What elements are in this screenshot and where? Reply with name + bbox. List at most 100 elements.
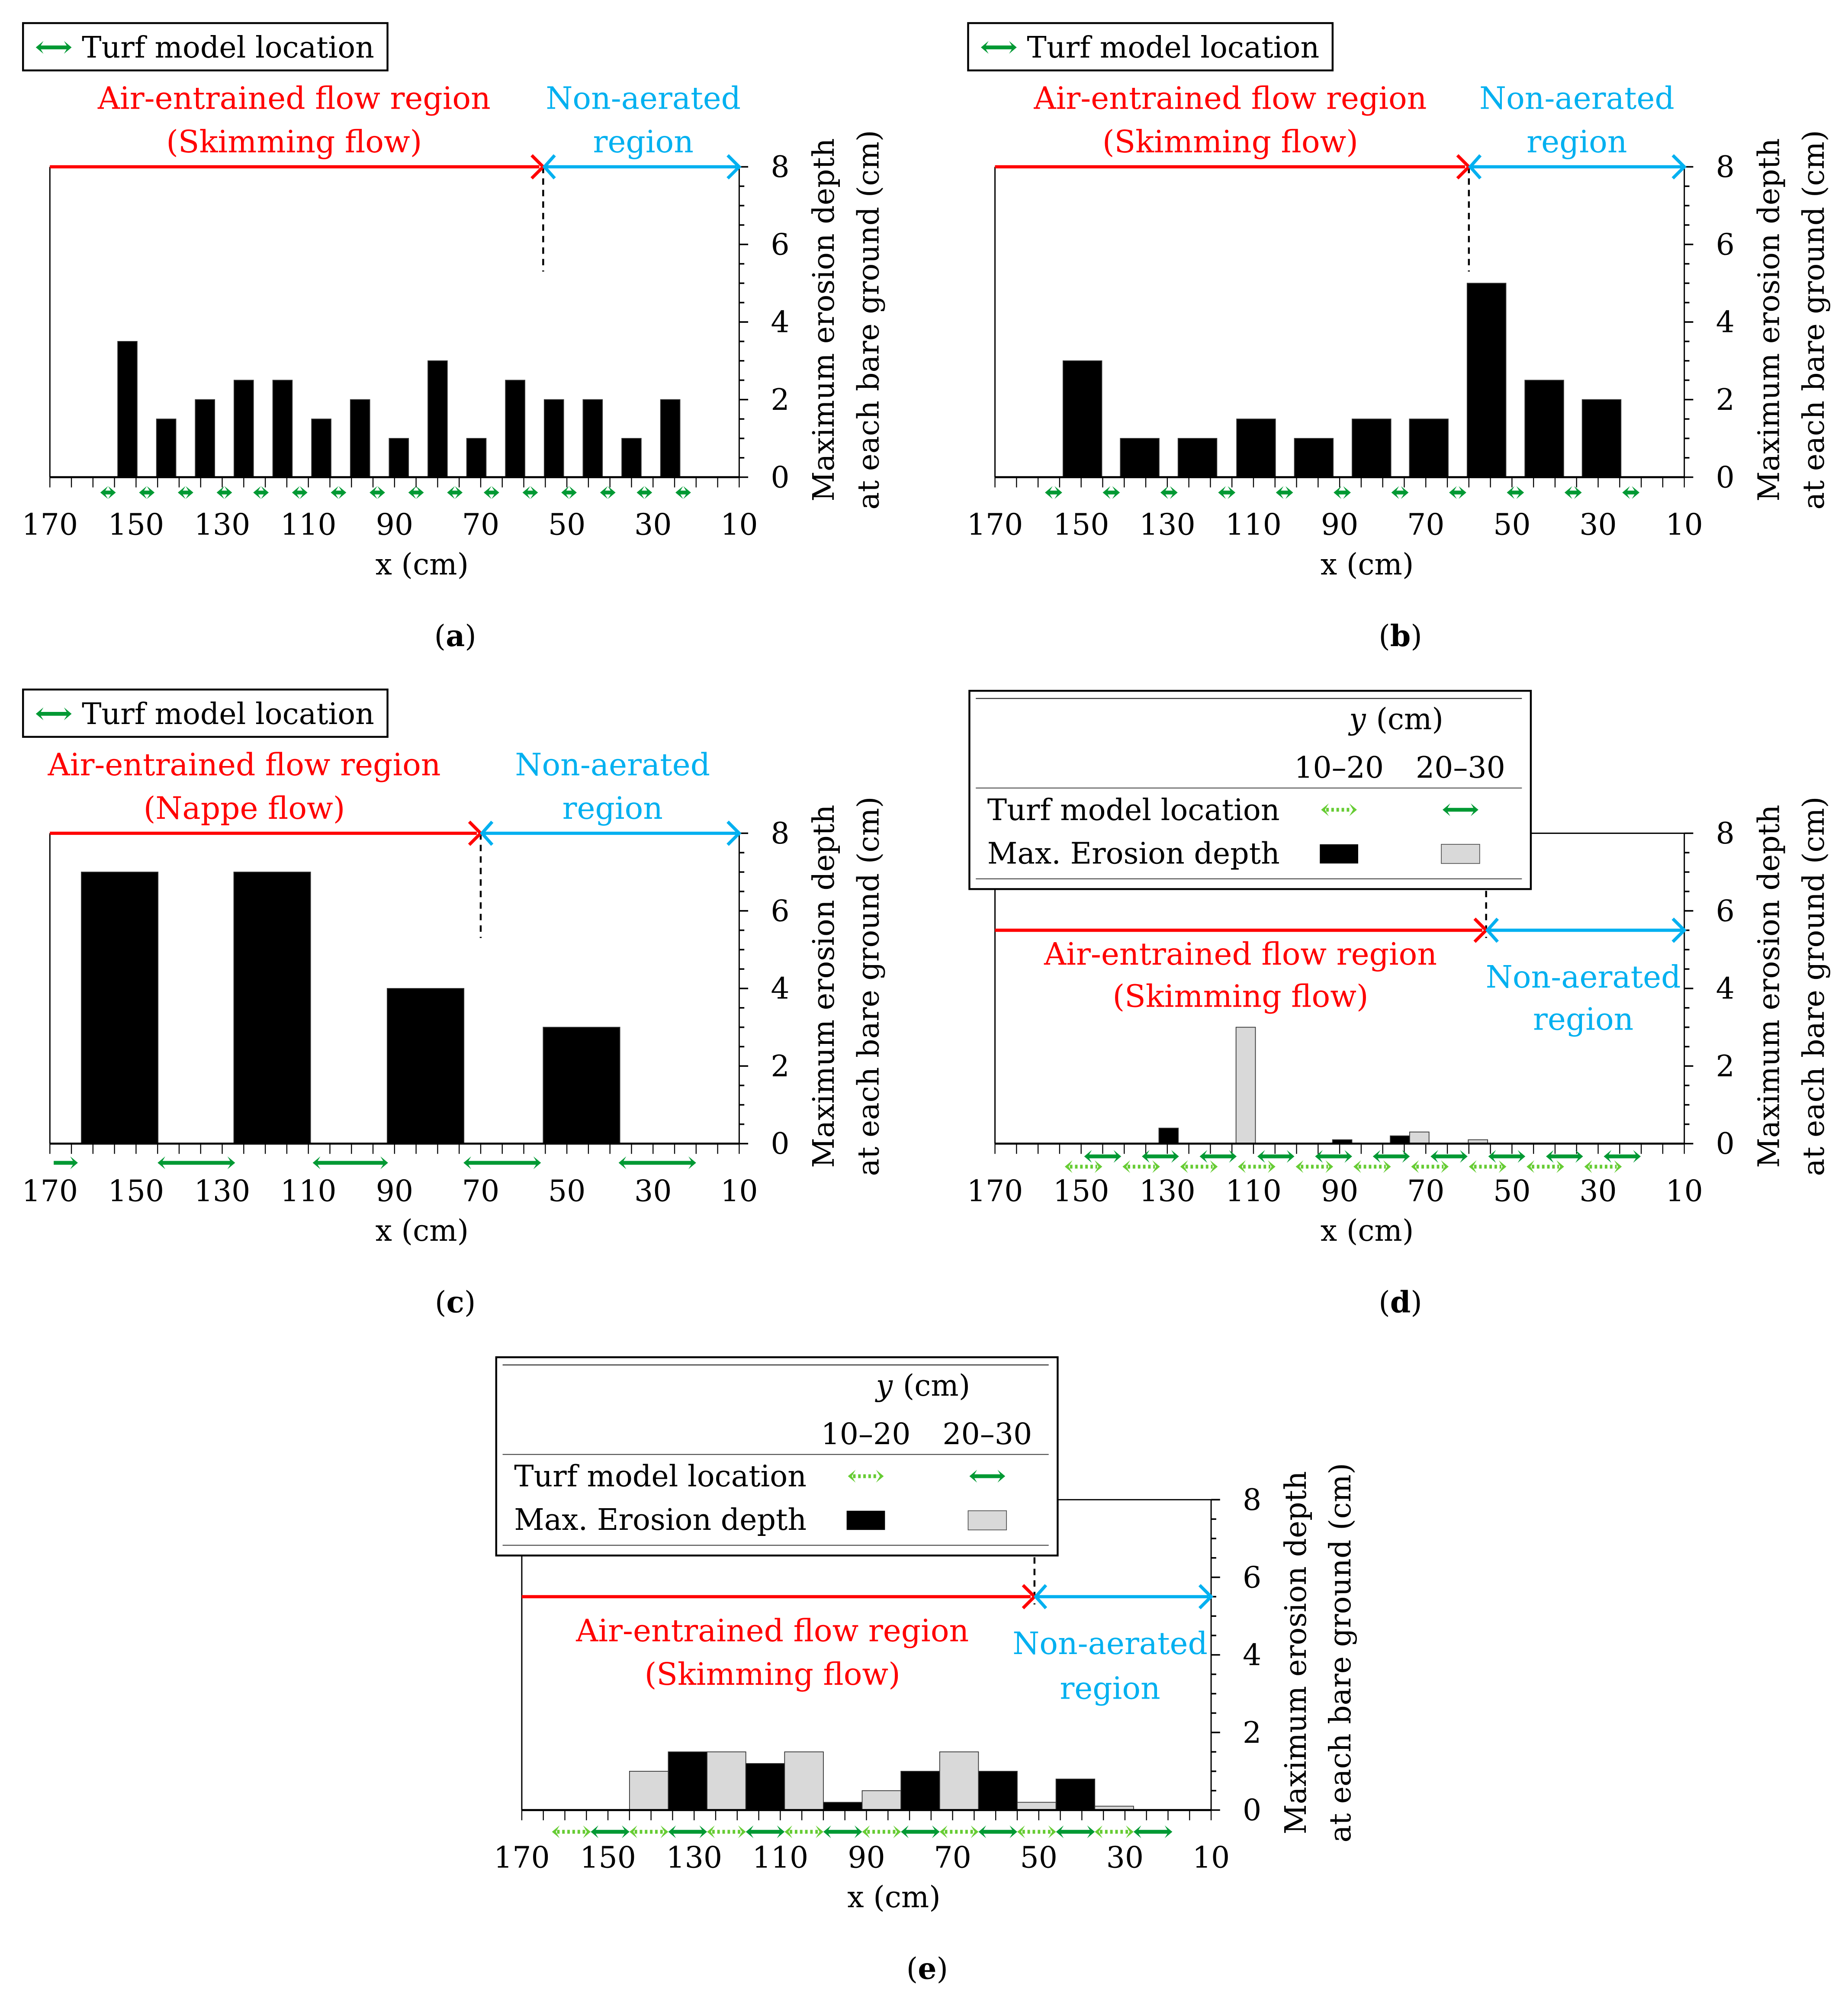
bar-black [387, 988, 465, 1144]
y-tick-label: 6 [1716, 228, 1735, 262]
turf-arrow-right-head [1383, 1160, 1391, 1173]
turf-location-arrow-dotted [1017, 1825, 1056, 1838]
non-aerated-arrow-left-head [479, 821, 494, 846]
turf-arrow-left-head [1064, 1160, 1073, 1173]
x-tick-label: 70 [462, 1175, 499, 1209]
turf-location-arrow-solid [978, 1825, 1017, 1838]
y-tick-label: 8 [1716, 817, 1735, 851]
air-region-label: Air-entrained flow region [1044, 936, 1437, 972]
turf-location-arrow-solid [1276, 486, 1293, 499]
caption-close-paren: ) [937, 1952, 948, 1986]
x-tick-label: 50 [1493, 508, 1531, 542]
y-tick-label: 0 [771, 1127, 789, 1161]
turf-arrow-left-head [1102, 486, 1111, 499]
non-aerated-arrow-right-head [1671, 154, 1687, 180]
non-aerated-label: region [1060, 1670, 1160, 1706]
caption-open-paren: ( [906, 1952, 918, 1986]
turf-legend-solid-arrow-icon [1443, 803, 1478, 816]
turf-arrow-left-head [746, 1825, 754, 1838]
turf-location-arrow-solid [1257, 1150, 1295, 1163]
legend: (cm) y 10–20 20–30 Turf model location Max. E… [495, 1356, 1059, 1557]
air-region-label: Air-entrained flow region [48, 747, 441, 782]
turf-location-arrow-solid [1334, 486, 1351, 499]
y-axis-label-line: at each bare ground (cm) [1324, 1463, 1358, 1842]
turf-arrow-left-head [463, 1156, 471, 1169]
turf-arrow-right-head [1094, 1160, 1102, 1173]
turf-location-arrow-solid [1622, 486, 1640, 499]
y-axis-label-line: Maximum erosion depth [1752, 138, 1786, 501]
turf-arrow-left-head [784, 1825, 793, 1838]
turf-arrow-right-head [738, 1825, 746, 1838]
turf-arrow-left-head [1045, 486, 1053, 499]
bar-black [505, 380, 525, 478]
turf-arrow-left-head [1238, 1160, 1246, 1173]
y-axis-label-line: Maximum erosion depth [1279, 1471, 1313, 1834]
x-tick-label: 90 [1321, 1175, 1359, 1209]
turf-location-arrow-solid [1604, 1150, 1641, 1163]
turf-arrow-left-head [981, 41, 989, 54]
x-tick-label: 10 [1192, 1841, 1230, 1875]
turf-location-arrow-solid [591, 1825, 630, 1838]
legend-col-10-20: 10–20 [1294, 751, 1384, 785]
bar-black [668, 1751, 707, 1811]
legend: (cm) y 10–20 20–30 Turf model location Max. E… [968, 690, 1532, 890]
turf-location-arrow-dotted [1180, 1160, 1218, 1173]
legend: Turf model location [22, 22, 389, 71]
turf-arrow-right-head [699, 1825, 707, 1838]
turf-location-arrow-dotted [707, 1825, 746, 1838]
bar-gray [1409, 1131, 1430, 1144]
turf-location-arrow-solid [600, 486, 616, 499]
y-tick-label: 2 [1716, 383, 1735, 417]
panel-b: 170 150 130 110 90 70 50 30 10 0 2 4 6 8 x (cm) Maximum… [967, 22, 1831, 653]
x-tick-label: 130 [1139, 508, 1196, 542]
non-aerated-arrow-right-head [726, 154, 742, 180]
bar-gray [1235, 1027, 1256, 1144]
flow-type-label: (Skimming flow) [645, 1656, 900, 1692]
turf-arrow-right-head [932, 1825, 940, 1838]
turf-arrow-right-head [492, 486, 499, 499]
bar-black [1158, 1127, 1179, 1144]
turf-arrow-left-head [1133, 1825, 1141, 1838]
bar-black [389, 438, 409, 478]
turf-location-arrow-solid [522, 486, 538, 499]
bar-black [117, 341, 138, 478]
turf-location-arrow-solid [668, 1825, 707, 1838]
turf-location-arrow-solid [1133, 1825, 1173, 1838]
flow-type-label: (Nappe flow) [144, 790, 345, 826]
panel-d: 170 150 130 110 90 70 50 30 10 0 2 4 6 8 x (cm) Maximum… [967, 690, 1831, 1320]
y-tick-label: 8 [771, 817, 789, 851]
y-axis-label: Maximum erosion depth at each bare ground… [1752, 796, 1831, 1176]
non-aerated-label: Non-aerated [546, 80, 741, 116]
caption-open-paren: ( [1379, 1286, 1390, 1320]
turf-arrow-right-head [1126, 1825, 1134, 1838]
turf-location-arrow-solid [312, 1156, 388, 1169]
turf-arrow-left-head [1469, 1160, 1477, 1173]
bar-gray [939, 1751, 979, 1811]
caption-open-paren: ( [1379, 619, 1390, 653]
turf-location-arrow-solid [636, 486, 652, 499]
turf-arrow-left-head [1527, 1160, 1534, 1173]
legend-box [968, 690, 1532, 890]
bar-black [1581, 399, 1622, 478]
turf-arrow-right-head [533, 1156, 541, 1169]
non-aerated-arrow-left-head [542, 154, 556, 180]
bar-gray [1017, 1802, 1057, 1811]
bar-black [81, 872, 159, 1144]
turf-arrow-right-head [1171, 1150, 1179, 1163]
x-tick-label: 10 [1665, 508, 1703, 542]
x-tick-label: 70 [1407, 508, 1444, 542]
x-tick-label: 150 [108, 1175, 164, 1209]
turf-arrow-left-head [447, 486, 455, 499]
legend-header-unit: (cm) [903, 1369, 971, 1403]
x-tick-label: 130 [666, 1841, 722, 1875]
flow-type-label: (Skimming flow) [1102, 124, 1358, 160]
caption-close-paren: ) [465, 619, 476, 653]
turf-location-arrow-dotted [552, 1825, 591, 1838]
legend-turf-label: Turf model location [82, 697, 374, 731]
x-axis-label: x (cm) [1321, 547, 1414, 582]
x-tick-label: 110 [280, 508, 337, 542]
turf-location-arrow-solid [1488, 1150, 1526, 1163]
turf-location-arrow-dotted [862, 1825, 901, 1838]
x-tick-label: 30 [1106, 1841, 1144, 1875]
turf-arrow-left-head [408, 486, 416, 499]
